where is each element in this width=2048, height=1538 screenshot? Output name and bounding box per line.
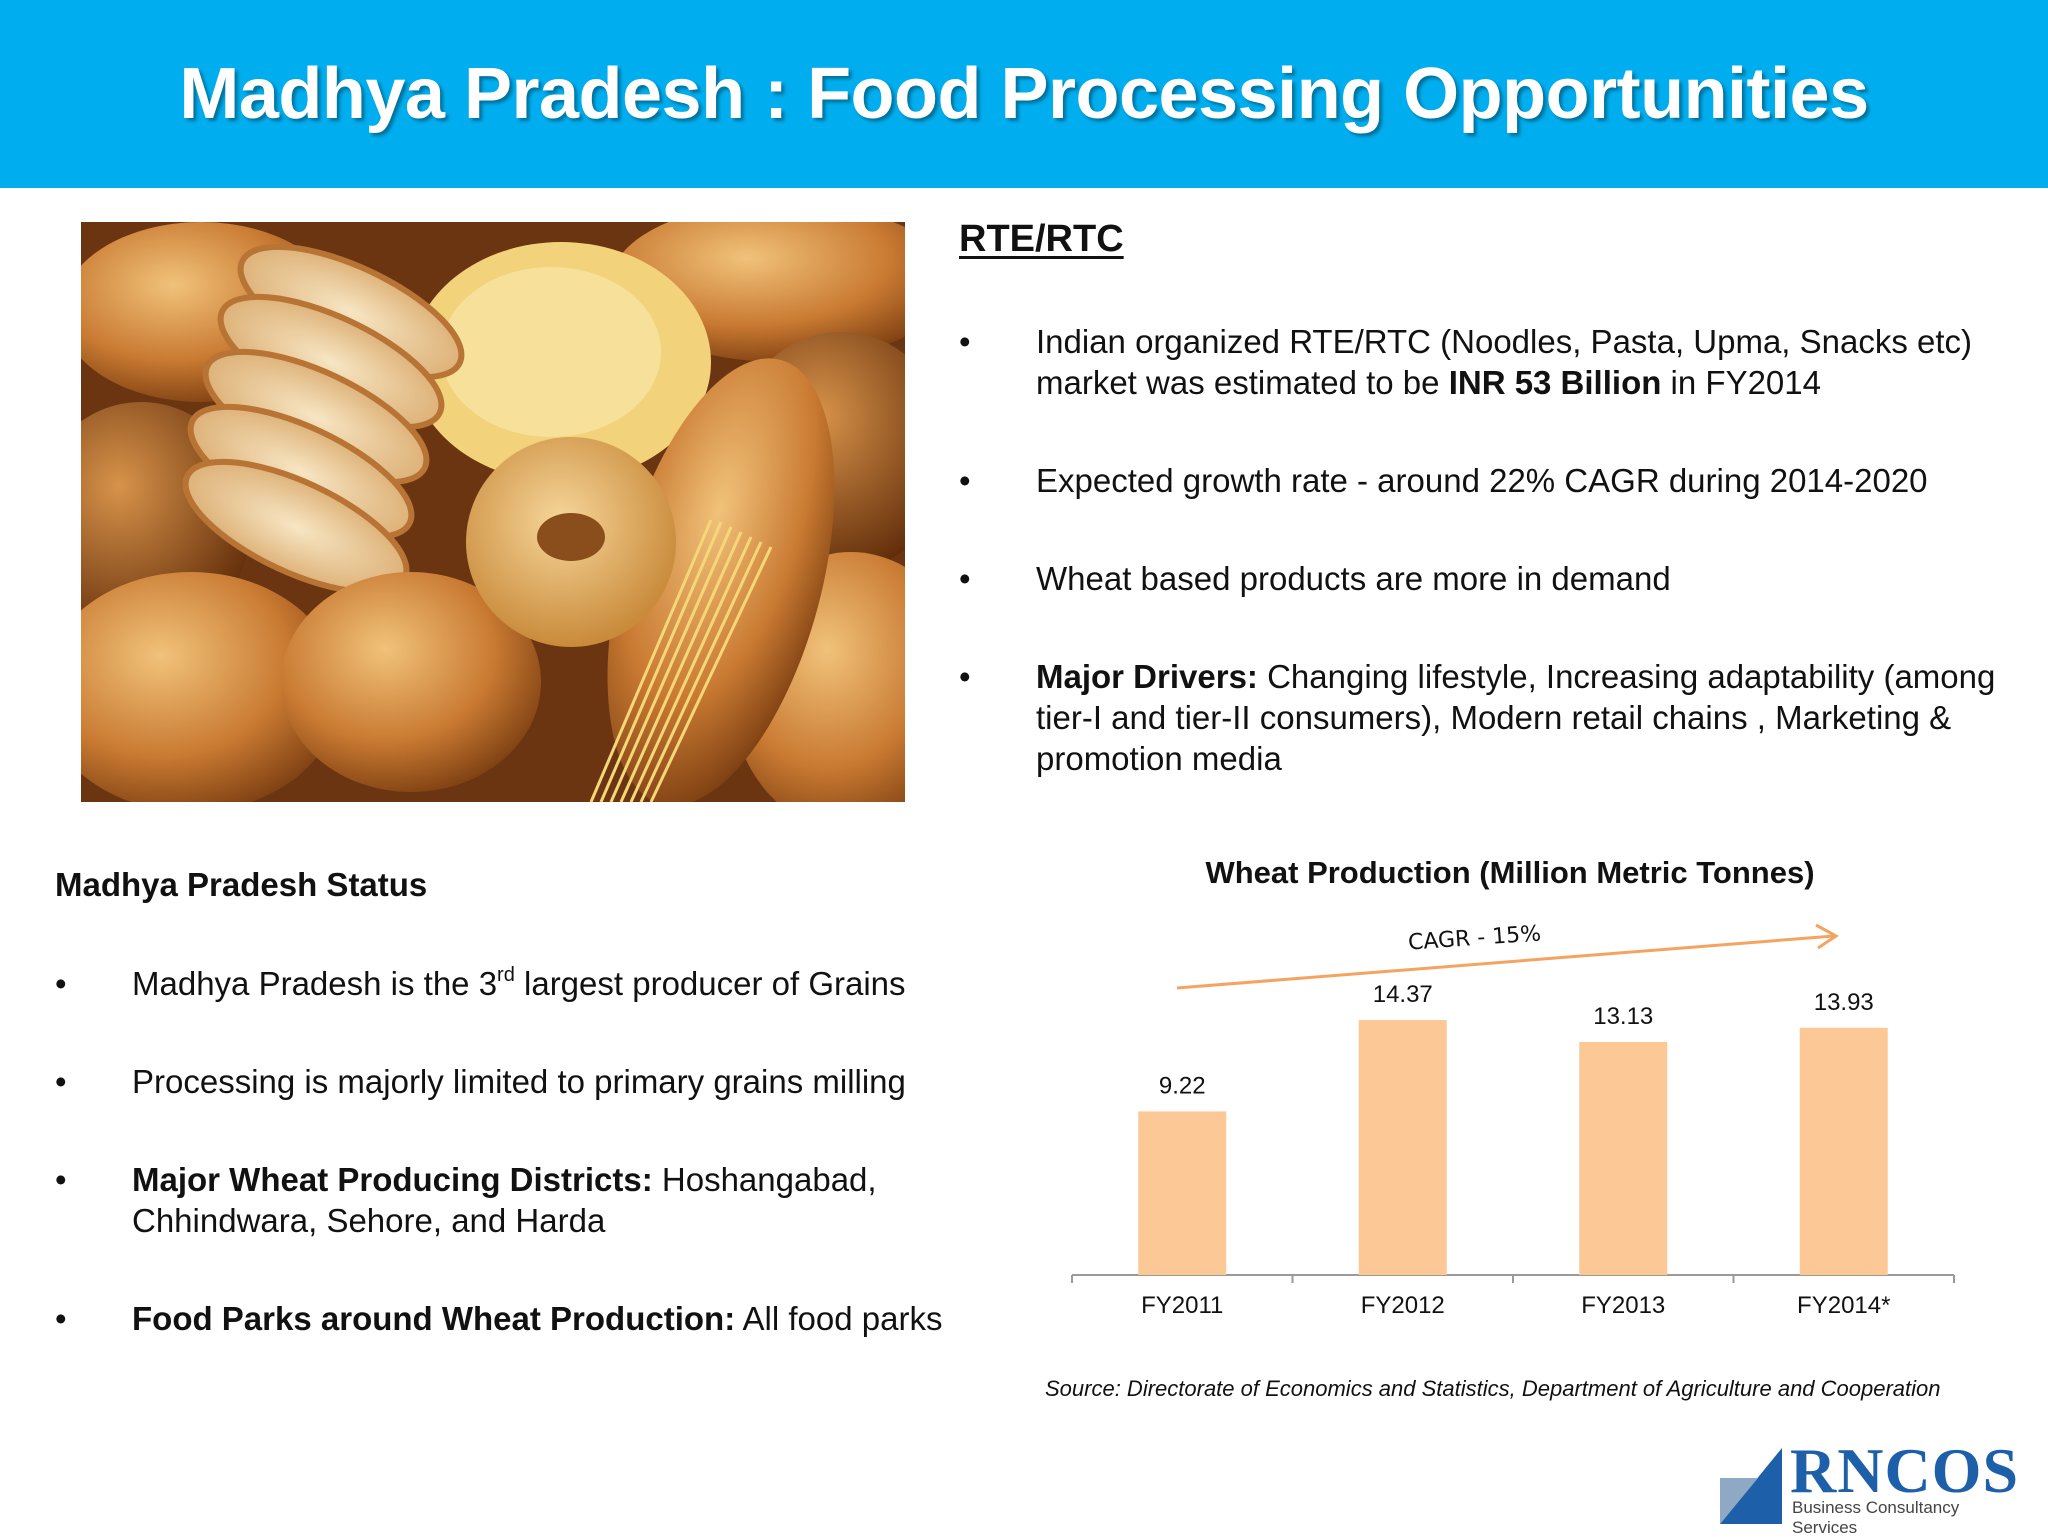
cagr-trend-arrow [1176,934,1835,990]
chart-title: Wheat Production (Million Metric Tonnes) [1205,855,1815,890]
x-tick-label: FY2012 [1361,1292,1445,1319]
bullet-icon: • [959,323,971,360]
list-item: • Madhya Pradesh is the 3rd largest prod… [55,964,906,1002]
x-tick-label: FY2013 [1581,1292,1665,1319]
bullet-icon: • [959,462,971,499]
data-label: 13.93 [1814,989,1874,1016]
bullet-icon: • [959,658,971,695]
bullet-icon: • [55,1161,67,1198]
source-note: Source: Directorate of Economics and Sta… [1045,1376,1941,1401]
wheat-production-chart: 9.22 FY2011 14.37 FY2012 13.13 FY2013 13.93 FY2… [1071,921,1955,1319]
rncos-logo-icon [1720,1448,1782,1524]
rte-rtc-heading: RTE/RTC [959,218,1124,260]
page-title: Madhya Pradesh : Food Processing Opportu… [179,54,1869,134]
x-tick-label: FY2011 [1141,1292,1223,1319]
cagr-arrowhead-icon [1815,923,1839,950]
bakery-illustration [81,222,905,802]
rncos-logo: RNCOS Business Consultancy Services [1720,1435,2020,1537]
header-banner: Madhya Pradesh : Food Processing Opportu… [0,0,2048,188]
bar-fy2012 [1358,1020,1447,1275]
x-tick-label: FY2014* [1797,1292,1890,1319]
bullet-icon: • [55,1300,67,1337]
mp-status-bullet-list: • Madhya Pradesh is the 3rd largest prod… [55,963,1005,1339]
bar-fy2013 [1579,1042,1668,1275]
bakery-products-photo [81,222,905,802]
list-item: • Wheat based products are more in deman… [959,560,1671,597]
data-label: 13.13 [1593,1003,1653,1030]
list-item: • Expected growth rate - around 22% CAGR… [959,462,1928,499]
mp-status-heading: Madhya Pradesh Status [55,866,428,903]
bullet-icon: • [959,560,971,597]
list-item: • Major Drivers: Changing lifestyle, Inc… [959,658,1996,777]
data-label: 9.22 [1159,1072,1206,1099]
list-item: • Food Parks around Wheat Production: Al… [55,1300,943,1337]
logo-wordmark: RNCOS [1790,1435,2020,1506]
list-item: • Major Wheat Producing Districts: Hosha… [55,1161,877,1239]
data-label: 14.37 [1373,981,1433,1008]
bar-fy2011 [1138,1111,1227,1275]
list-item: • Indian organized RTE/RTC (Noodles, Pas… [959,323,1973,401]
bullet-icon: • [55,1063,67,1100]
logo-tagline: Business Consultancy Services [1792,1498,1960,1537]
rte-bullet-list: • Indian organized RTE/RTC (Noodles, Pas… [959,321,2039,779]
bar-fy2014 [1799,1027,1888,1275]
cagr-annotation: CAGR - 15% [1407,921,1542,955]
list-item: • Processing is majorly limited to prima… [55,1063,906,1100]
bullet-icon: • [55,965,67,1002]
